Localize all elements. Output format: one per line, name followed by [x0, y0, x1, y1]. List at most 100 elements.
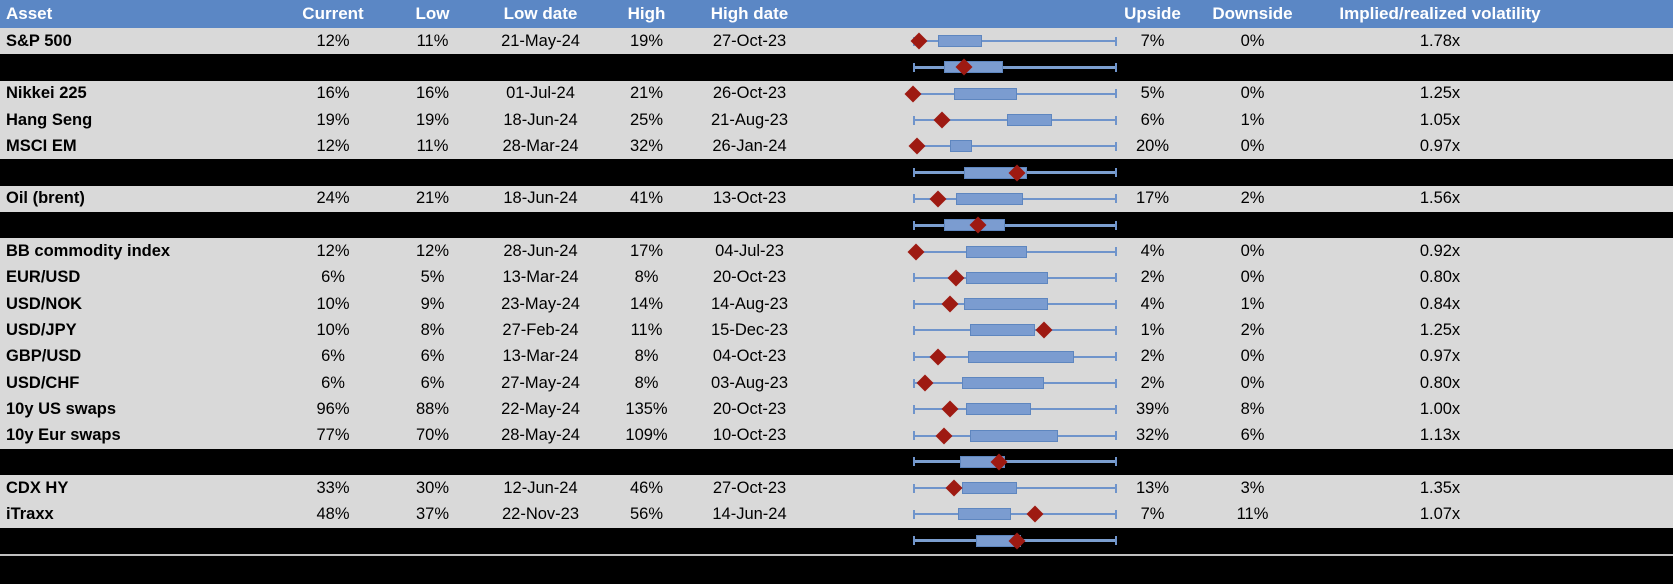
quartile-box [955, 192, 1024, 205]
cell-implied-realized-volatility: 1.00x [1419, 399, 1461, 418]
cell-asset-name: Oil (brent) [6, 189, 85, 208]
whisker-left-tick [913, 457, 915, 467]
range-plot-track [913, 265, 1117, 291]
cell-low: 37% [415, 504, 450, 523]
range-plot [800, 317, 1120, 343]
cell-current: 6% [321, 347, 345, 366]
whisker-left-tick [913, 273, 915, 283]
table-row: BB commodity index 12% 12% 28-Jun-24 17% 04-J… [0, 238, 1673, 265]
spacer-row [0, 54, 1673, 81]
cell-low-date: 18-Jun-24 [503, 110, 578, 129]
whisker-right-tick [1115, 536, 1117, 546]
cell-upside: 4% [1140, 242, 1165, 261]
range-plot [800, 81, 1120, 107]
quartile-box [953, 87, 1017, 100]
quartile-box [1006, 114, 1052, 127]
cell-implied-realized-volatility: 1.07x [1419, 504, 1461, 523]
spacer-row [0, 159, 1673, 186]
cell-current: 19% [316, 110, 350, 129]
cell-current: 24% [316, 189, 350, 208]
current-vol-diamond-marker [904, 85, 922, 103]
whisker-left-tick [913, 299, 915, 309]
whisker-left-tick [913, 431, 915, 441]
cell-low: 70% [415, 426, 450, 445]
quartile-box [970, 324, 1036, 337]
table-row: 10y US swaps 96% 88% 22-May-24 135% 20-Oct-23… [0, 396, 1673, 423]
cell-high: 56% [629, 504, 664, 523]
quartile-box [966, 245, 1028, 258]
whisker-left-tick [913, 325, 915, 335]
cell-high-date: 27-Oct-23 [712, 31, 787, 50]
cell-downside: 11% [1236, 504, 1269, 523]
cell-implied-realized-volatility: 1.25x [1419, 320, 1461, 339]
cell-low-date: 28-Jun-24 [503, 242, 578, 261]
whisker-left-tick [913, 536, 915, 546]
range-plot [800, 370, 1120, 396]
footer-black-band [0, 553, 1673, 584]
cell-low: 12% [415, 242, 450, 261]
cell-high-date: 04-Jul-23 [715, 242, 784, 261]
range-plot-track [907, 238, 1117, 264]
cell-high-date: 04-Oct-23 [712, 347, 787, 366]
cell-high: 8% [634, 268, 659, 287]
cell-low-date: 22-May-24 [501, 399, 580, 418]
cell-downside: 0% [1240, 373, 1265, 392]
range-plot-track [913, 475, 1117, 501]
range-plot-track [913, 54, 1117, 80]
quartile-box [957, 508, 1011, 521]
cell-upside: 2% [1140, 373, 1165, 392]
column-header-high-date: High date [710, 4, 789, 23]
cell-low: 9% [420, 294, 445, 313]
quartile-box [949, 140, 973, 153]
quartile-box [962, 482, 1018, 495]
cell-high: 8% [634, 373, 659, 392]
cell-upside: 1% [1140, 320, 1165, 339]
range-plot-track [913, 449, 1117, 475]
whisker-right-tick [1115, 168, 1117, 178]
whisker-right-tick [1115, 62, 1117, 72]
cell-low: 6% [420, 347, 445, 366]
cell-low-date: 13-Mar-24 [502, 347, 579, 366]
current-vol-diamond-marker [907, 243, 925, 261]
range-plot-track [913, 159, 1117, 185]
cell-low-date: 12-Jun-24 [503, 478, 578, 497]
cell-implied-realized-volatility: 0.84x [1419, 294, 1461, 313]
cell-implied-realized-volatility: 1.35x [1419, 478, 1461, 497]
cell-implied-realized-volatility: 0.80x [1419, 373, 1461, 392]
cell-downside: 0% [1240, 84, 1265, 103]
whisker-left-tick [913, 483, 915, 493]
cell-high-date: 10-Oct-23 [712, 426, 787, 445]
cell-downside: 0% [1240, 347, 1265, 366]
table-body: S&P 500 12% 11% 21-May-24 19% 27-Oct-23 7% 0% 1.… [0, 28, 1673, 554]
cell-high-date: 15-Dec-23 [710, 320, 789, 339]
cell-low: 88% [415, 399, 450, 418]
whisker-right-tick [1115, 36, 1117, 46]
cell-current: 6% [321, 268, 345, 287]
whisker-left-tick [913, 194, 915, 204]
cell-asset-name: EUR/USD [6, 268, 81, 287]
whisker-right-tick [1115, 352, 1117, 362]
column-header-current: Current [302, 4, 364, 23]
whisker-right-tick [1115, 325, 1117, 335]
cell-high: 21% [629, 84, 664, 103]
quartile-box [943, 61, 1003, 74]
quartile-box [966, 403, 1032, 416]
cell-asset-name: MSCI EM [6, 136, 77, 155]
cell-high: 14% [629, 294, 664, 313]
range-plot [800, 212, 1120, 238]
quartile-box [968, 350, 1075, 363]
cell-upside: 39% [1135, 399, 1170, 418]
table-row: EUR/USD 6% 5% 13-Mar-24 8% 20-Oct-23 2% 0% 0.80x [0, 264, 1673, 291]
whisker-line [913, 145, 1117, 148]
cell-high-date: 21-Aug-23 [710, 110, 789, 129]
cell-low-date: 22-Nov-23 [501, 504, 580, 523]
table-row: Hang Seng 19% 19% 18-Jun-24 25% 21-Aug-23 6% 1%… [0, 106, 1673, 134]
cell-downside: 8% [1240, 399, 1265, 418]
quartile-box [962, 377, 1044, 389]
cell-high-date: 26-Oct-23 [712, 84, 787, 103]
cell-asset-name: Hang Seng [6, 110, 93, 129]
range-plot [800, 186, 1120, 212]
cell-downside: 0% [1240, 242, 1265, 261]
current-vol-diamond-marker [935, 427, 953, 445]
cell-downside: 2% [1240, 189, 1265, 208]
